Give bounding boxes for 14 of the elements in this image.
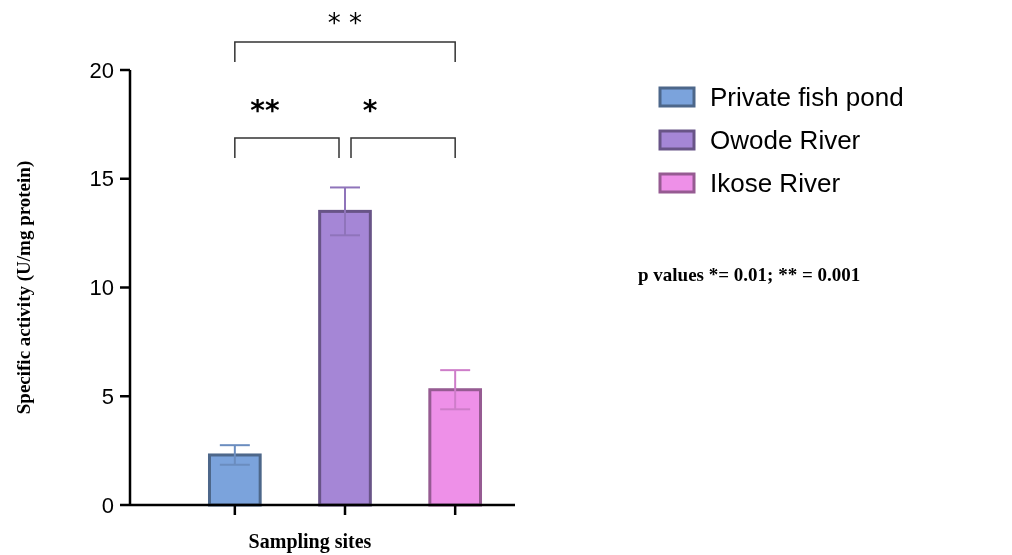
y-tick-label: 10	[89, 275, 114, 301]
text: * *	[327, 8, 363, 38]
y-tick-label: 15	[89, 166, 114, 192]
y-tick-label: 5	[101, 383, 114, 409]
y-axis-title: Specific activity (U/mg protein)	[13, 160, 35, 415]
x-axis-title: Sampling sites	[248, 530, 372, 553]
legend-label: Owode River	[710, 125, 861, 156]
annotation: *	[362, 94, 378, 127]
legend-label: Private fish pond	[710, 82, 904, 113]
text: p values *= 0.01; ** = 0.001	[638, 264, 861, 285]
legend-label: Ikose River	[710, 168, 841, 199]
annotation: **	[250, 94, 280, 127]
y-tick-label: 0	[101, 492, 114, 518]
y-tick-label: 20	[89, 57, 114, 83]
